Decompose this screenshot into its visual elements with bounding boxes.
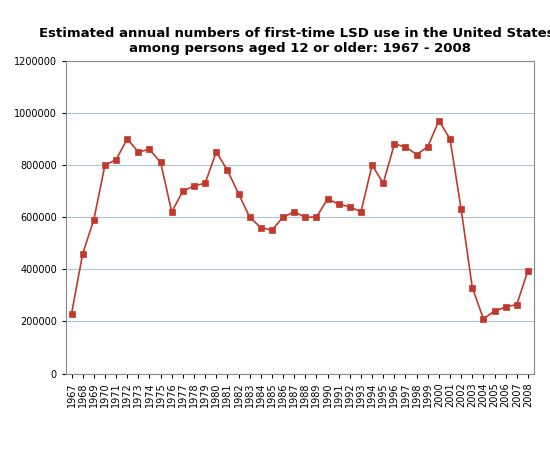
Title: Estimated annual numbers of first-time LSD use in the United States,
among perso: Estimated annual numbers of first-time L…: [40, 28, 550, 56]
